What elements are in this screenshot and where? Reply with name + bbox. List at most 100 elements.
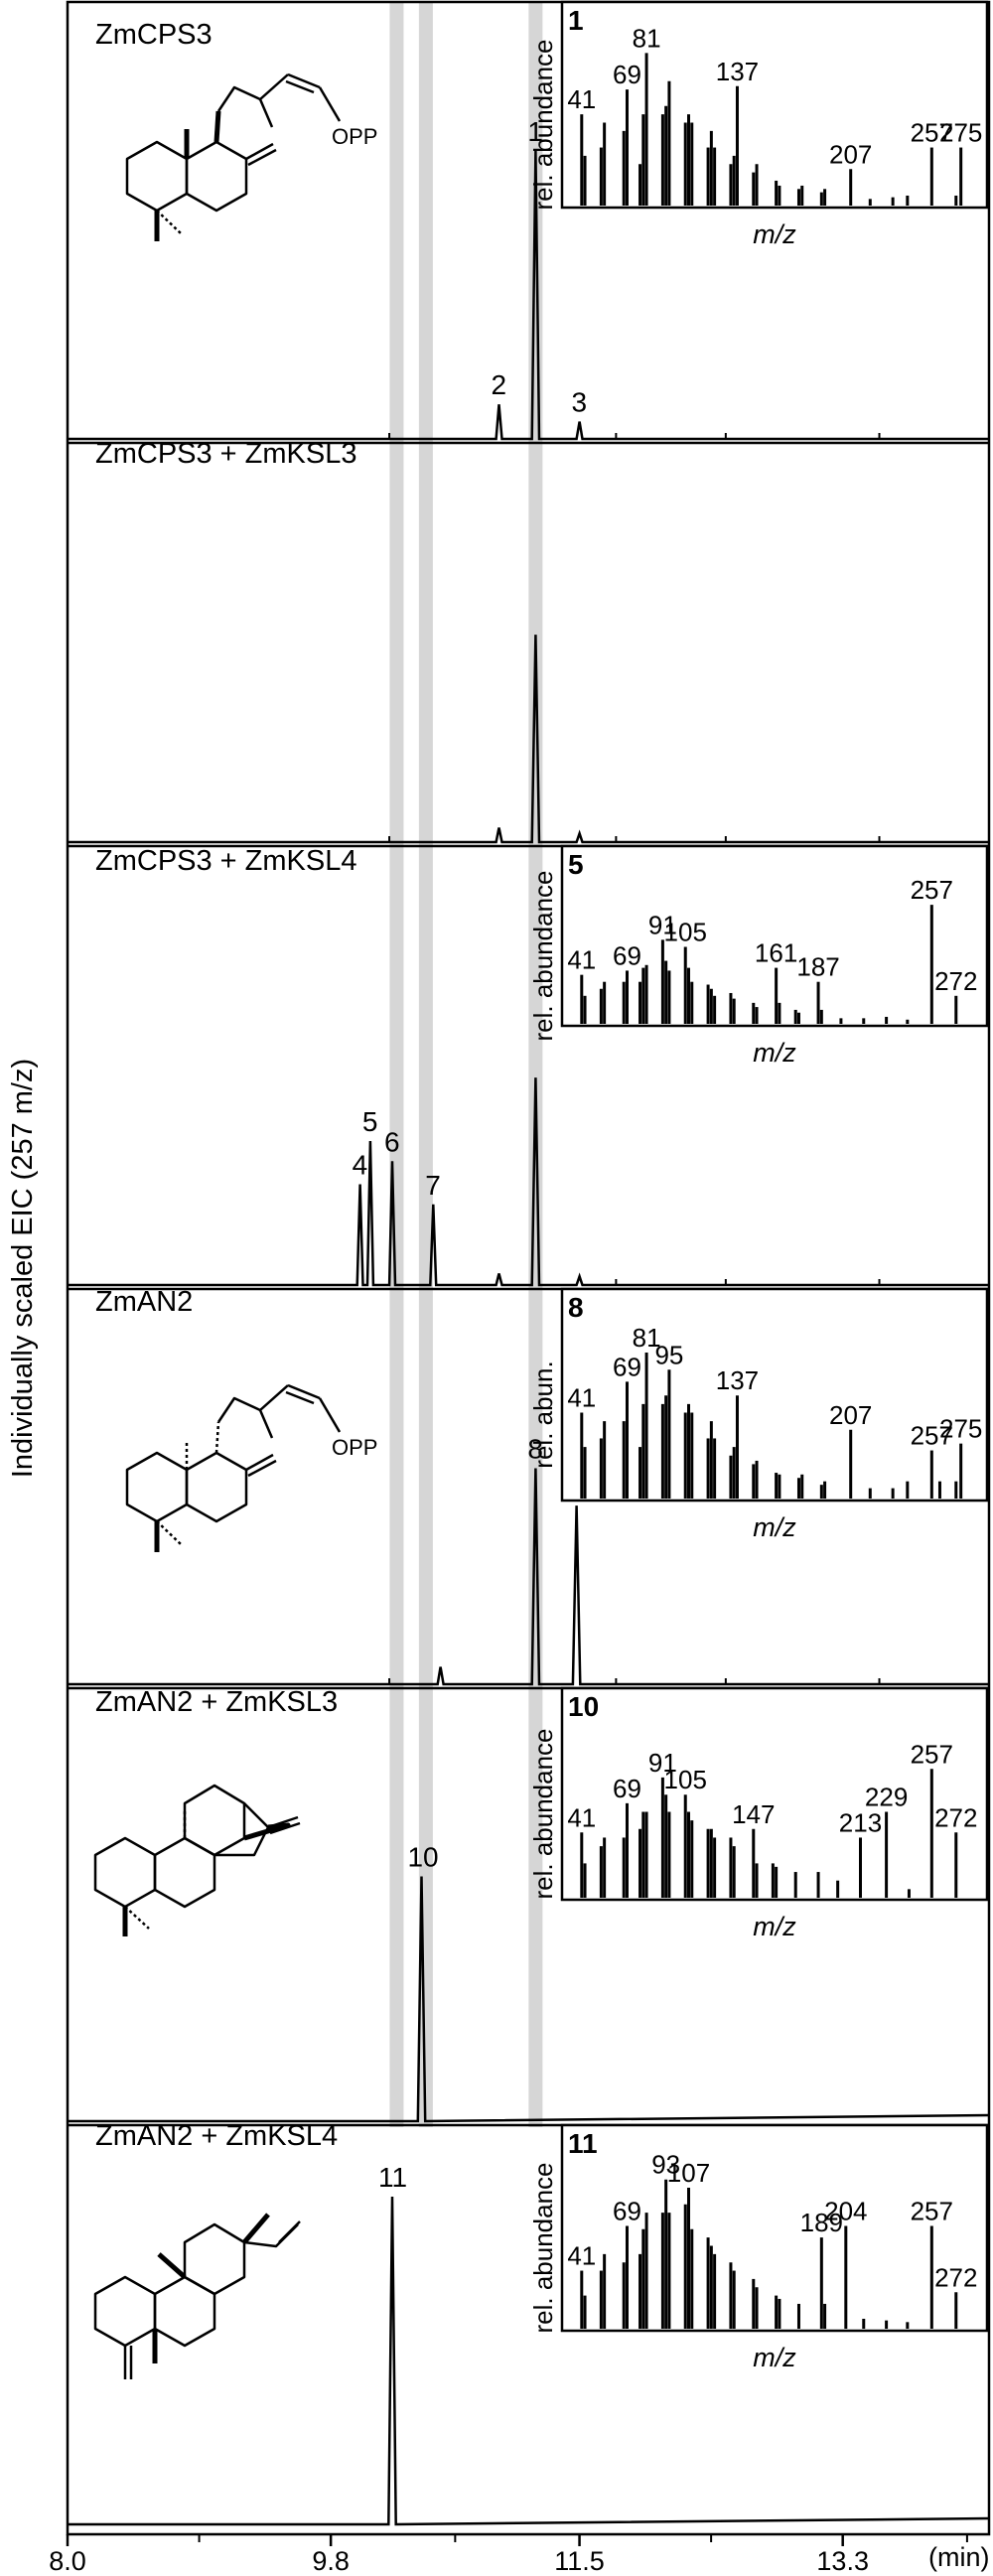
structure-product-11 <box>93 2213 301 2379</box>
ms-y-axis-label: rel. abun. <box>528 1360 558 1468</box>
panel-title-1: ZmCPS3 <box>95 19 213 51</box>
ms-plot-frame <box>560 1287 989 1503</box>
chromatogram-trace <box>68 1468 989 1686</box>
x-tick-label: 9.8 <box>312 2546 350 2576</box>
structure-copalyl-diphosphate: OPP <box>125 72 377 241</box>
ms-y-axis-label: rel. abundance <box>528 1728 558 1899</box>
peak-label: 7 <box>425 1170 441 1201</box>
ms-x-axis-label: m/z <box>753 219 796 249</box>
peak-label: 1 <box>527 116 543 147</box>
ms-peak-label: 91 <box>648 1748 677 1778</box>
ms-peak-label: 81 <box>633 1323 661 1353</box>
opp-label: OPP <box>332 124 377 149</box>
peak-label: 6 <box>384 1126 400 1157</box>
ms-peak-label: 69 <box>613 940 641 970</box>
structure-ent-kaurene <box>93 1784 301 1936</box>
ms-peak-label: 105 <box>664 917 707 946</box>
ms-peak-label: 161 <box>755 938 797 968</box>
structure-ent-copalyl-diphosphate: OPP <box>125 1383 377 1552</box>
chromatogram-trace <box>68 2196 990 2526</box>
highlight-band <box>389 2 404 2127</box>
panel-title-4: ZmAN2 <box>95 1286 193 1318</box>
ms-peak-label: 69 <box>613 1352 641 1381</box>
ms-peak-label: 41 <box>567 2241 596 2271</box>
ms-x-axis-label: m/z <box>753 1512 796 1542</box>
ms-peak-label: 257 <box>911 118 953 148</box>
highlight-band <box>418 2 433 2127</box>
ms-peak-label: 41 <box>567 945 596 975</box>
ms-peak-label: 187 <box>796 952 839 982</box>
ms-peak-label: 204 <box>824 2196 867 2225</box>
ms-peak-label: 41 <box>567 1802 596 1832</box>
ms-peak-label: 189 <box>800 2208 843 2237</box>
ms-x-axis-label: m/z <box>753 1038 796 1068</box>
ms-peak-label: 275 <box>939 1414 982 1444</box>
ms-plot-frame <box>560 1686 989 1902</box>
chromatogram-traces <box>68 150 990 2526</box>
ms-peak-label: 147 <box>732 1799 775 1829</box>
chromatogram-trace <box>68 635 989 844</box>
ms-compound-number: 5 <box>568 849 584 880</box>
ms-peak-label: 257 <box>911 875 953 905</box>
ms-y-axis-label: rel. abundance <box>528 870 558 1041</box>
y-axis-label: Individually scaled EIC (257 m/z) <box>7 1059 39 1478</box>
ms-peak-label: 93 <box>651 2150 680 2180</box>
peak-label: 8 <box>527 1434 543 1465</box>
ms-peak-label: 107 <box>667 2158 710 2188</box>
ms-plot-frame <box>560 844 989 1028</box>
ms-peak-label: 272 <box>934 2262 977 2292</box>
panel-titles: ZmCPS3 ZmCPS3 + ZmKSL3 ZmCPS3 + ZmKSL4 Z… <box>95 19 357 2152</box>
ms-peak-label: 272 <box>934 1802 977 1832</box>
x-axis-unit: (min) <box>928 2542 990 2572</box>
ms-peak-label: 137 <box>716 1365 759 1395</box>
peak-label: 3 <box>572 387 588 418</box>
ms-y-axis-label: rel. abundance <box>528 39 558 210</box>
ms-compound-number: 10 <box>568 1691 599 1722</box>
ms-peak-label: 69 <box>613 60 641 89</box>
highlight-bands <box>389 2 543 2127</box>
ms-peak-label: 69 <box>613 1774 641 1803</box>
ms-peak-label: 105 <box>664 1765 707 1794</box>
peak-label: 5 <box>362 1106 378 1137</box>
ms-plot-frame <box>560 0 989 210</box>
panel-title-3: ZmCPS3 + ZmKSL4 <box>95 845 357 877</box>
peak-label: 4 <box>353 1150 368 1181</box>
ms-peak-label: 91 <box>648 910 677 939</box>
ms-peak-label: 207 <box>829 139 872 169</box>
ms-x-axis-label: m/z <box>753 2343 796 2372</box>
ms-y-axis-label: rel. abundance <box>528 2162 558 2333</box>
peak-label: 10 <box>407 1842 438 1873</box>
ms-peak-label: 41 <box>567 84 596 114</box>
plot-frame <box>66 0 991 2536</box>
x-tick-label: 13.3 <box>816 2546 869 2576</box>
chromatogram-trace <box>68 1876 990 2123</box>
ms-peak-label: 95 <box>654 1340 683 1369</box>
ms-peak-label: 229 <box>865 1783 908 1812</box>
ms-peak-label: 257 <box>911 2196 953 2225</box>
opp-label: OPP <box>332 1435 377 1460</box>
ms-peak-label: 41 <box>567 1383 596 1413</box>
ms-plot-frame <box>560 2123 989 2333</box>
ms-peak-label: 275 <box>939 118 982 148</box>
ms-compound-number: 8 <box>568 1292 584 1323</box>
highlight-band <box>528 2 543 2127</box>
chromatogram-trace <box>68 1077 989 1287</box>
ms-peak-label: 137 <box>716 57 759 86</box>
ms-peak-label: 213 <box>839 1807 882 1837</box>
chromatogram-trace <box>68 150 989 441</box>
x-tick-label: 8.0 <box>49 2546 86 2576</box>
panel-title-2: ZmCPS3 + ZmKSL3 <box>95 438 357 470</box>
ms-peak-label: 257 <box>911 1739 953 1769</box>
ms-peak-label: 272 <box>934 966 977 996</box>
x-tick-label: 11.5 <box>554 2546 605 2576</box>
peak-label: 2 <box>492 369 507 400</box>
ms-compound-number: 1 <box>568 5 584 36</box>
panel-title-6: ZmAN2 + ZmKSL4 <box>95 2120 338 2152</box>
